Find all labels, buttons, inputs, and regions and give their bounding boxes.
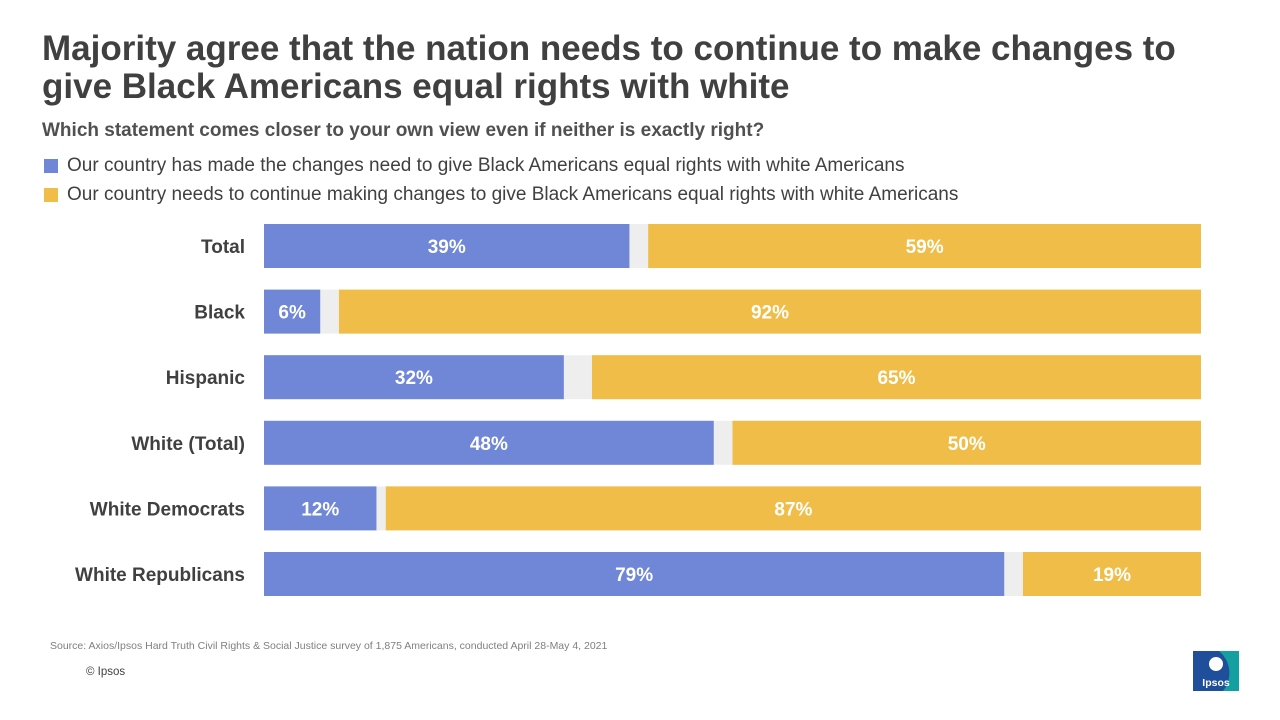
data-label-continue-changes-black: 92% xyxy=(751,303,789,324)
category-label-white-republicans: White Republicans xyxy=(75,565,245,586)
legend-swatch-continue-changes xyxy=(44,187,58,202)
data-label-made-changes-white-republicans: 79% xyxy=(615,565,653,586)
data-label-made-changes-white-democrats: 12% xyxy=(301,499,339,520)
ipsos-logo: Ipsos xyxy=(1193,651,1239,691)
legend-label-continue-changes: Our country needs to continue making cha… xyxy=(67,183,959,205)
data-label-continue-changes-white-democrats: 87% xyxy=(774,499,812,520)
bar-made-changes-white-democrats xyxy=(264,486,377,531)
page-title: Majority agree that the nation needs to … xyxy=(42,29,1176,106)
source-note: Source: Axios/Ipsos Hard Truth Civil Rig… xyxy=(50,640,608,652)
bar-continue-changes-white-republicans xyxy=(1022,552,1201,596)
data-label-continue-changes-hispanic: 65% xyxy=(877,368,915,389)
bar-made-changes-hispanic xyxy=(264,355,564,400)
chart-subtitle: Which statement comes closer to your own… xyxy=(42,120,765,141)
bar-continue-changes-total xyxy=(648,224,1201,268)
category-label-total: Total xyxy=(201,237,245,258)
legend-item-made-changes: Our country has made the changes need to… xyxy=(44,151,958,180)
data-label-made-changes-black: 6% xyxy=(278,303,306,324)
category-label-white-democrats: White Democrats xyxy=(90,499,245,520)
data-label-continue-changes-white-republicans: 19% xyxy=(1093,565,1131,586)
data-label-continue-changes-total: 59% xyxy=(906,237,944,258)
bar-continue-changes-black xyxy=(338,289,1202,334)
bar-continue-changes-white-democrats xyxy=(385,486,1201,531)
data-label-made-changes-hispanic: 32% xyxy=(395,368,433,389)
data-label-made-changes-total: 39% xyxy=(428,237,466,258)
ipsos-logo-text: Ipsos xyxy=(1202,677,1230,689)
ipsos-logo-icon xyxy=(1193,651,1239,691)
legend: Our country has made the changes need to… xyxy=(44,151,958,209)
bar-made-changes-white-total xyxy=(264,420,714,465)
copyright: © Ipsos xyxy=(86,666,126,678)
bar-made-changes-black xyxy=(264,289,321,334)
legend-swatch-made-changes xyxy=(44,158,58,173)
bar-made-changes-total xyxy=(264,224,630,268)
bar-continue-changes-hispanic xyxy=(591,355,1201,400)
category-label-black: Black xyxy=(194,303,245,324)
bar-continue-changes-white-total xyxy=(732,420,1201,465)
legend-label-made-changes: Our country has made the changes need to… xyxy=(67,154,905,176)
data-label-made-changes-white-total: 48% xyxy=(470,434,508,455)
data-label-continue-changes-white-total: 50% xyxy=(948,434,986,455)
category-label-hispanic: Hispanic xyxy=(166,368,246,389)
category-label-white-total: White (Total) xyxy=(131,434,245,455)
bar-made-changes-white-republicans xyxy=(264,552,1005,596)
legend-item-continue-changes: Our country needs to continue making cha… xyxy=(44,180,958,209)
